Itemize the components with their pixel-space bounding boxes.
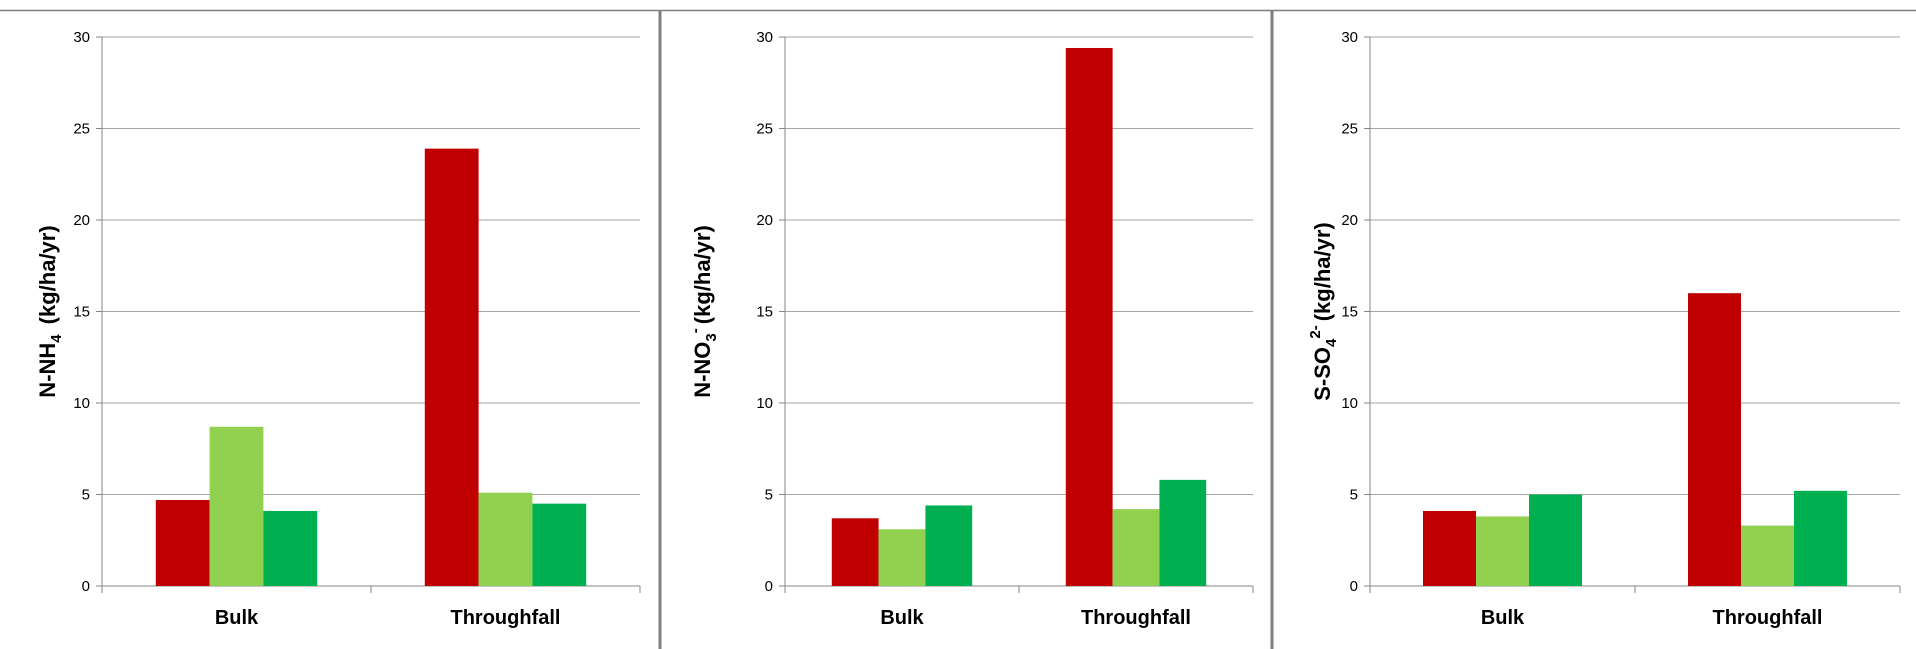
y-tick-label: 0 bbox=[82, 578, 90, 595]
bar bbox=[424, 148, 479, 586]
bar bbox=[209, 426, 264, 586]
bar bbox=[1794, 490, 1847, 586]
y-tick-label: 5 bbox=[1350, 487, 1358, 504]
y-tick-label: 0 bbox=[765, 578, 773, 595]
x-category-label: Throughfall bbox=[1081, 607, 1191, 629]
bar bbox=[1159, 479, 1207, 586]
y-axis-label-base: S-SO bbox=[1310, 347, 1335, 401]
bar bbox=[155, 499, 210, 586]
chart-panel-3: 0 5 10 15 20 25 30 Bulk Throughfall S-SO42- (kg/ha… bbox=[1307, 29, 1901, 629]
bar bbox=[1741, 525, 1794, 586]
y-axis-label-unit: (kg/ha/yr) bbox=[35, 225, 60, 324]
y-tick-label: 25 bbox=[73, 121, 90, 138]
y-tick-label: 10 bbox=[1341, 395, 1358, 412]
y-axis-label-unit: (kg/ha/yr) bbox=[1310, 222, 1335, 321]
y-tick-label: 15 bbox=[756, 304, 773, 321]
y-tick-label: 30 bbox=[756, 29, 773, 46]
y-tick-label: 25 bbox=[1341, 121, 1358, 138]
chart-panel-1: 0 5 10 15 20 25 30 Bulk Throughfall N-NH4 (kg/ha/y… bbox=[35, 29, 641, 629]
y-tick-label: 15 bbox=[73, 304, 90, 321]
y-axis-label-base: N-NH bbox=[35, 343, 60, 398]
y-tick-label: 20 bbox=[73, 212, 90, 229]
y-tick-label: 10 bbox=[756, 395, 773, 412]
x-category-label: Bulk bbox=[215, 607, 259, 629]
y-tick-label: 20 bbox=[1341, 212, 1358, 229]
y-axis-label-subscript: 4 bbox=[1323, 338, 1340, 347]
x-category-label: Bulk bbox=[880, 607, 924, 629]
y-tick-label: 10 bbox=[73, 395, 90, 412]
y-tick-label: 30 bbox=[1341, 29, 1358, 46]
y-axis-label: N-NH4 (kg/ha/yr) bbox=[35, 225, 65, 397]
bar bbox=[1476, 516, 1529, 586]
bar bbox=[478, 492, 533, 586]
bar bbox=[263, 510, 318, 586]
bar bbox=[1065, 47, 1113, 587]
bar bbox=[1423, 510, 1476, 586]
y-axis-label-subscript: 4 bbox=[48, 334, 65, 343]
y-tick-label: 15 bbox=[1341, 304, 1358, 321]
y-tick-label: 30 bbox=[73, 29, 90, 46]
x-category-label: Throughfall bbox=[451, 607, 561, 629]
y-tick-label: 20 bbox=[756, 212, 773, 229]
bar bbox=[925, 505, 973, 586]
bar bbox=[878, 529, 926, 586]
y-axis-label-superscript: - bbox=[687, 328, 704, 333]
chart-panel-2: 0 5 10 15 20 25 30 Bulk Throughfall N-NO3- (kg/ha/… bbox=[687, 29, 1254, 629]
y-tick-label: 0 bbox=[1350, 578, 1358, 595]
y-axis-label-unit: (kg/ha/yr) bbox=[690, 225, 715, 324]
bar bbox=[1112, 509, 1160, 586]
y-tick-label: 5 bbox=[765, 487, 773, 504]
y-axis-label: N-NO3- (kg/ha/yr) bbox=[687, 225, 720, 398]
bar bbox=[831, 518, 879, 586]
bar bbox=[1529, 494, 1582, 586]
x-category-label: Throughfall bbox=[1713, 607, 1823, 629]
y-axis-label-subscript: 3 bbox=[703, 333, 720, 341]
y-tick-label: 25 bbox=[756, 121, 773, 138]
y-axis-label: S-SO42- (kg/ha/yr) bbox=[1307, 222, 1340, 401]
x-category-label: Bulk bbox=[1481, 607, 1525, 629]
y-axis-label-superscript: 2- bbox=[1307, 325, 1324, 338]
y-tick-label: 5 bbox=[82, 487, 90, 504]
y-axis-label-base: N-NO bbox=[690, 342, 715, 398]
bar bbox=[532, 503, 587, 586]
bar bbox=[1688, 293, 1741, 586]
